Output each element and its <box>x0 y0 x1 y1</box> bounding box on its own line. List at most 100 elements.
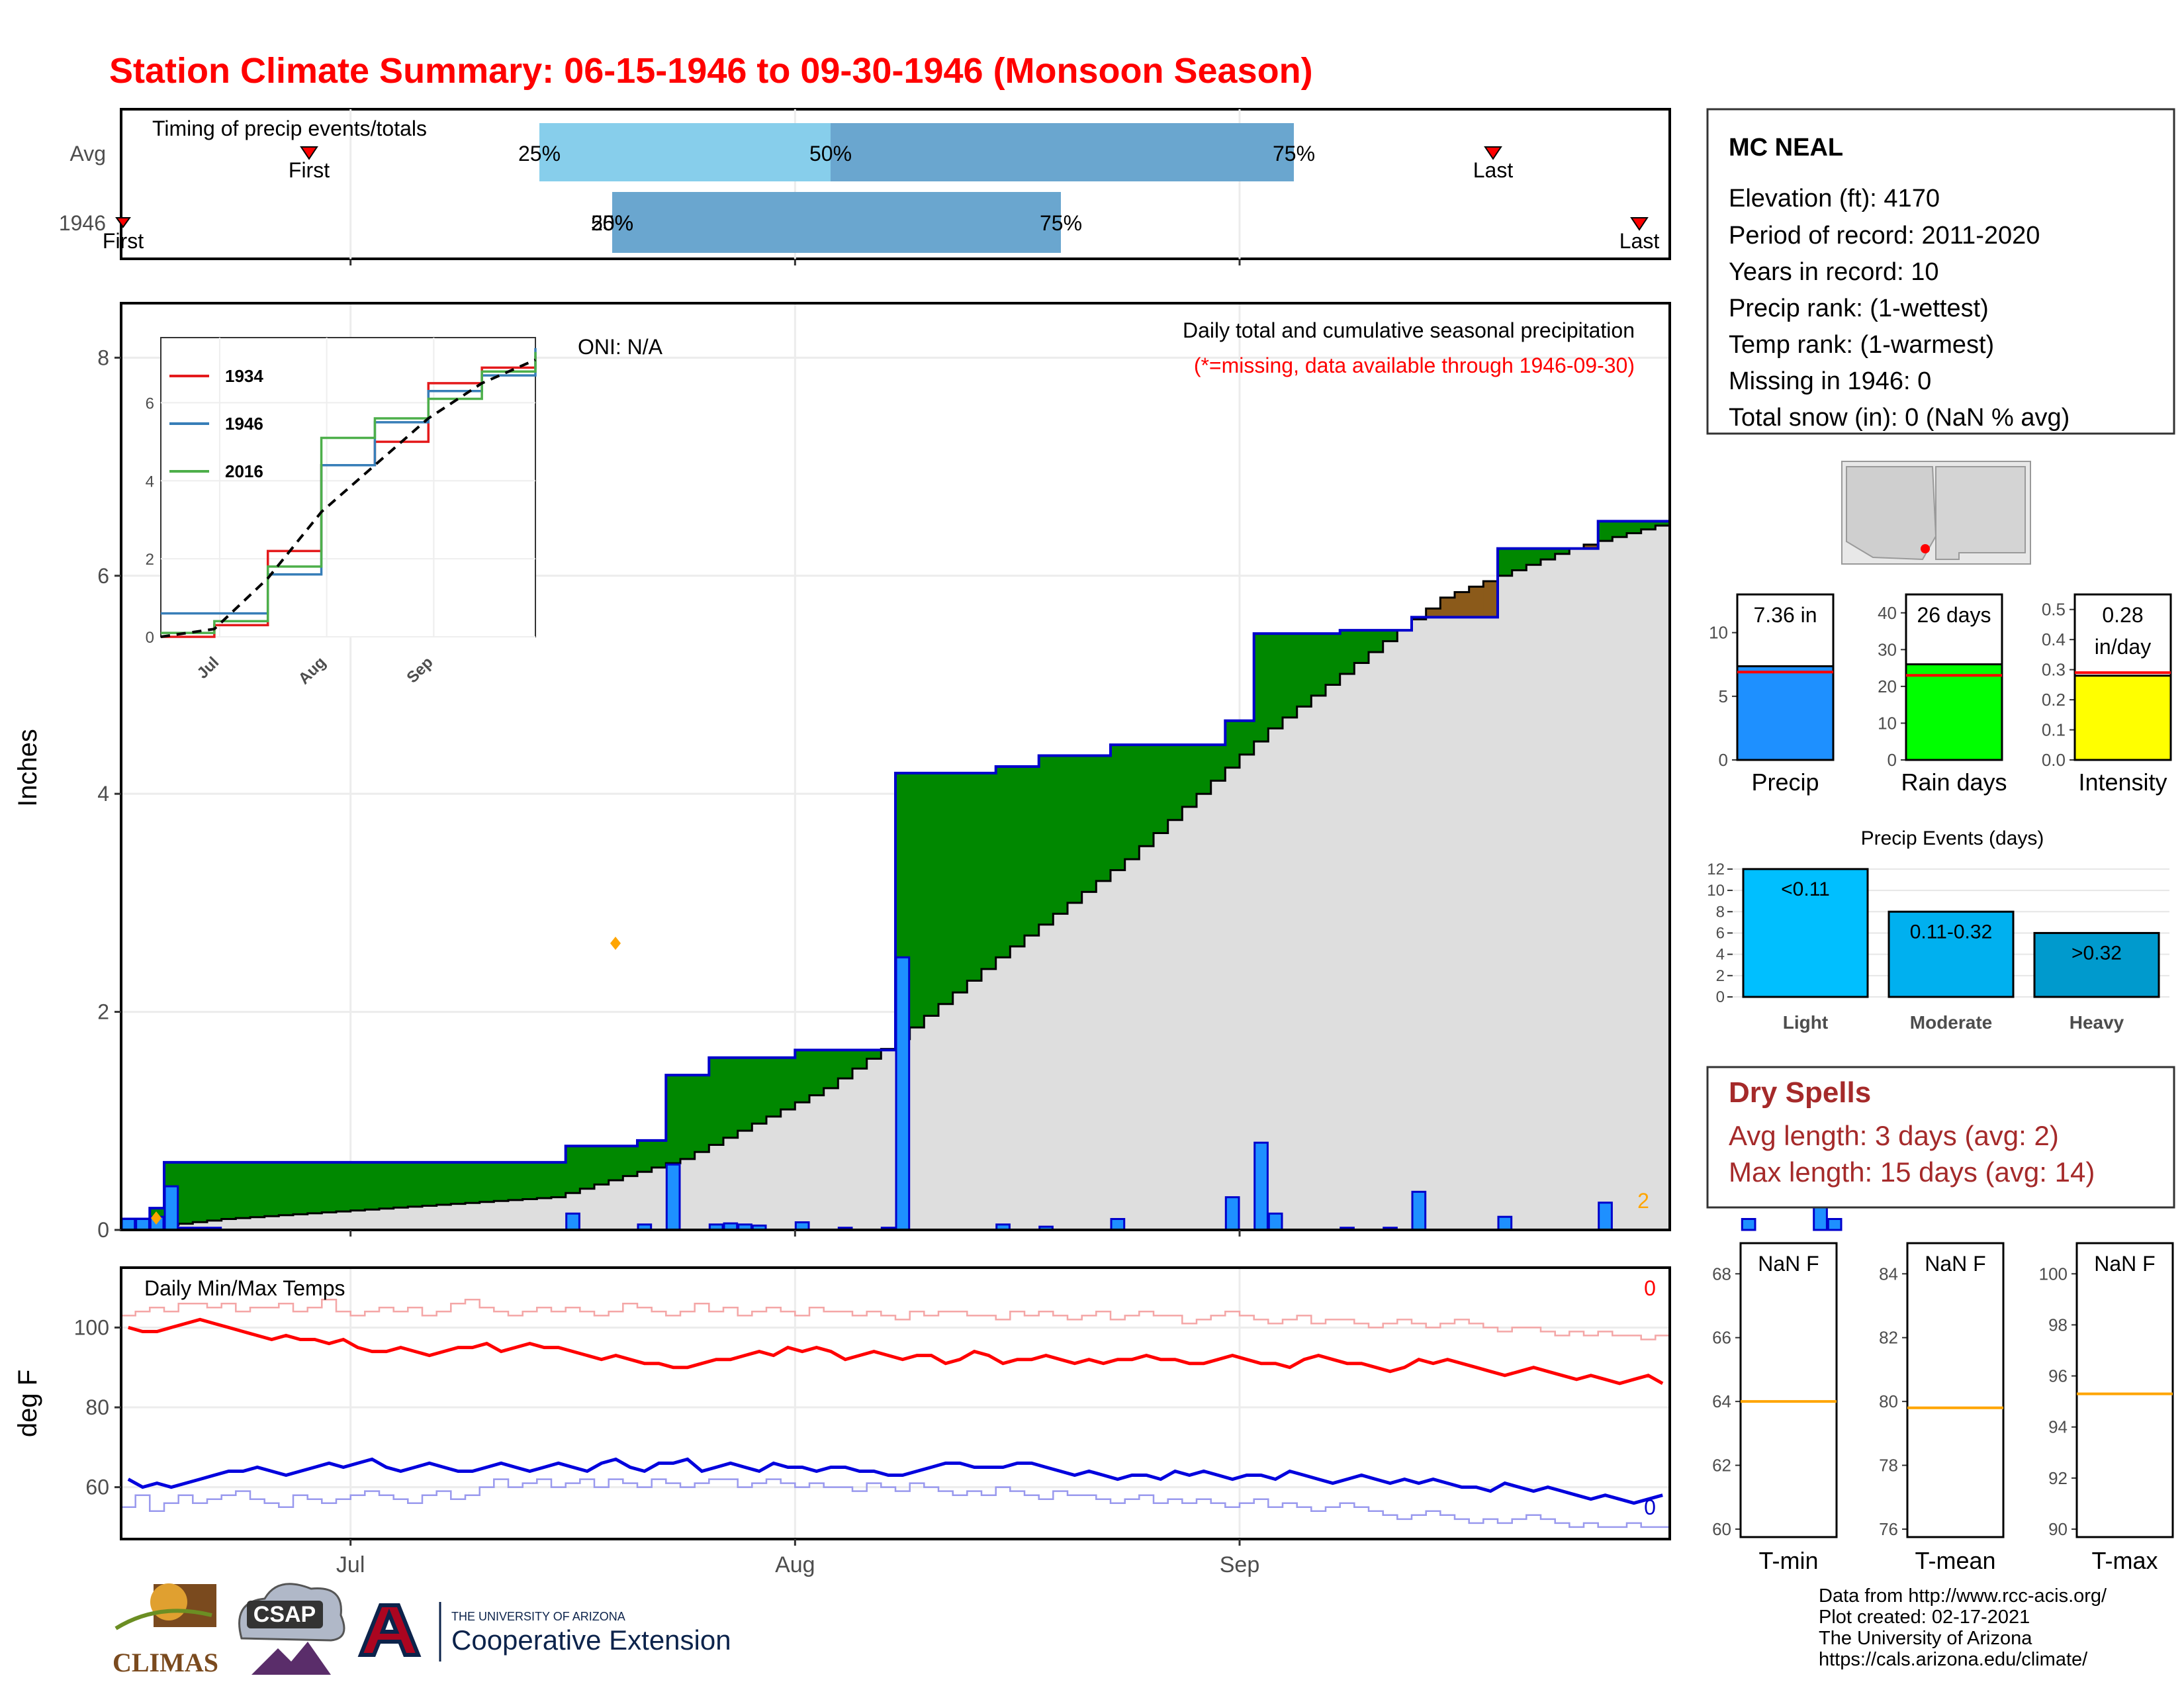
tbox-0-value: NaN F <box>1758 1252 1819 1276</box>
timing-row-avg: Avg <box>69 142 106 165</box>
precip-panel-frame <box>120 302 1671 1231</box>
events-bar-label-Heavy: >0.32 <box>2071 942 2122 964</box>
above-avg-fill-71 <box>1139 745 1154 847</box>
daily-precip-bar-06-16 <box>135 1218 150 1231</box>
summary-0-value-label: 7.36 in <box>1753 603 1817 627</box>
above-avg-fill-60 <box>981 773 997 969</box>
above-avg-fill-100 <box>1555 548 1570 554</box>
daily-precip-bar-09-12 <box>1598 1201 1613 1231</box>
above-avg-fill-47 <box>795 1050 810 1103</box>
temp-panel-bg <box>121 1268 1670 1539</box>
events-bar-Moderate <box>1888 910 2015 998</box>
above-avg-fill-67 <box>1081 755 1097 892</box>
summary-2-ytick-label-0.2: 0.2 <box>2042 690 2066 710</box>
precip-ytick-label-0: 0 <box>97 1218 109 1242</box>
tbox-1-label: T-mean <box>1915 1547 1995 1574</box>
ua-logo: THE UNIVERSITY OF ARIZONA Cooperative Ex… <box>357 1602 731 1662</box>
avg-p50-label: 50% <box>809 142 852 165</box>
station-elevation: Elevation (ft): 4170 <box>1729 185 1940 212</box>
csap-logo-text: CSAP <box>253 1602 316 1627</box>
year-p25-label: 25% <box>591 211 633 235</box>
avg-first-label: First <box>289 158 330 182</box>
above-avg-fill-8 <box>236 1162 251 1219</box>
above-avg-fill-97 <box>1512 548 1527 571</box>
credit-date: Plot created: 02-17-2021 <box>1819 1607 2030 1628</box>
credits: Data from http://www.rcc-acis.org/ Plot … <box>1819 1585 2107 1670</box>
summary-1-category-label: Rain days <box>1901 769 2007 796</box>
daily-precip-bar-08-17 <box>1224 1196 1240 1231</box>
below-avg-fill-94 <box>1469 586 1484 618</box>
month-label-Sep: Sep <box>1220 1552 1260 1577</box>
above-avg-fill-22 <box>436 1162 451 1205</box>
above-avg-fill-10 <box>264 1162 279 1217</box>
above-avg-fill-99 <box>1541 548 1556 560</box>
temp-ytick-label-80: 80 <box>85 1395 109 1419</box>
above-avg-fill-64 <box>1038 755 1054 925</box>
above-avg-fill-35 <box>623 1146 638 1176</box>
temp-ytick-label-60: 60 <box>85 1476 109 1499</box>
above-avg-fill-46 <box>780 1057 796 1109</box>
summary-0-category-label: Precip <box>1751 769 1819 796</box>
station-temp-rank: Temp rank: (1-warmest) <box>1729 331 1994 359</box>
climas-logo-swoosh <box>114 1609 212 1630</box>
tbox-2-frame <box>2075 1242 2174 1538</box>
tbox-1-frame <box>1906 1242 2005 1538</box>
year-first-label: First <box>103 229 144 253</box>
avg-q2-bar <box>831 123 1294 181</box>
station-precip-rank: Precip rank: (1-wettest) <box>1729 295 1989 322</box>
precip-ytick-label-4: 4 <box>97 782 109 806</box>
above-avg-fill-37 <box>651 1140 666 1168</box>
tbox-1-ytick-label-84: 84 <box>1879 1264 1898 1284</box>
inset-avg-line <box>160 358 536 638</box>
tbox-1-ytick-label-80: 80 <box>1879 1391 1898 1411</box>
temp-panel: Daily Min/Max Temps 0 0 deg F 60 80 100 Ju… <box>13 1266 1671 1577</box>
min-missing-count: 0 <box>1644 1495 1656 1519</box>
avg-cumulative-area <box>121 526 1670 1230</box>
above-avg-fill-103 <box>1598 521 1613 541</box>
dry-spells-avg: Avg length: 3 days (avg: 2) <box>1729 1120 2059 1151</box>
tbox-0-ytick-label-64: 64 <box>1712 1391 1731 1411</box>
summary-1-ytick-label-0: 0 <box>1888 750 1897 770</box>
daily-precip-bar-08-20 <box>1267 1212 1283 1231</box>
avg-last-marker <box>1484 146 1502 160</box>
precip-events-panel: Precip Events (days) 0 2 4 6 8 10 12 <0.11 Light… <box>1707 827 2169 1033</box>
events-title: Precip Events (days) <box>1861 827 2044 849</box>
below-avg-fill-95 <box>1483 581 1498 618</box>
above-avg-fill-83 <box>1311 633 1326 696</box>
above-avg-fill-69 <box>1111 745 1126 870</box>
above-avg-fill-4 <box>178 1162 193 1224</box>
arizona-shape <box>1846 466 1937 561</box>
above-avg-fill-80 <box>1268 633 1283 729</box>
events-ytick-label-12: 12 <box>1707 861 1725 878</box>
temp-summary-boxes: 60 62 64 66 68 NaN F T-min 76 78 80 82 84 NaN F T-mea… <box>1712 1242 2174 1574</box>
daily-precip-bar-06-18 <box>163 1185 179 1231</box>
year-p75-label: 75% <box>1040 211 1082 235</box>
summary-1-ytick-label-30: 30 <box>1878 639 1897 659</box>
end-missing-count: 2 <box>1637 1189 1649 1213</box>
above-avg-fill-59 <box>967 773 982 981</box>
above-avg-fill-25 <box>479 1162 494 1202</box>
dry-spells-title: Dry Spells <box>1729 1076 1871 1109</box>
daily-precip-bar-09-22 <box>1741 1218 1756 1231</box>
below-avg-fill-92 <box>1440 597 1455 618</box>
above-avg-fill-18 <box>379 1162 394 1209</box>
tbox-2-ytick-label-94: 94 <box>2048 1417 2068 1437</box>
avg-q1-bar <box>539 123 831 181</box>
above-avg-fill-104 <box>1612 521 1627 538</box>
above-avg-fill-84 <box>1326 633 1341 685</box>
daily-precip-bar-08-19 <box>1253 1141 1269 1231</box>
station-snow: Total snow (in): 0 (NaN % avg) <box>1729 404 2070 432</box>
station-info-box: MC NEAL Elevation (ft): 4170 Period of r… <box>1706 108 2175 435</box>
events-category-Light: Light <box>1783 1012 1828 1033</box>
inset-legend-label-1934: 1934 <box>225 366 263 386</box>
tbox-2-value: NaN F <box>2094 1252 2155 1276</box>
above-avg-fill-87 <box>1369 630 1384 652</box>
events-bar-Light <box>1742 868 1869 998</box>
max-temp-line <box>128 1317 1664 1385</box>
above-avg-fill-57 <box>938 773 954 1004</box>
above-avg-fill-82 <box>1297 633 1312 707</box>
above-avg-fill-65 <box>1053 755 1068 914</box>
events-bar-label-Light: <0.11 <box>1781 878 1830 900</box>
events-category-Moderate: Moderate <box>1910 1012 1992 1033</box>
summary-2-ytick-label-0.0: 0.0 <box>2042 750 2066 770</box>
